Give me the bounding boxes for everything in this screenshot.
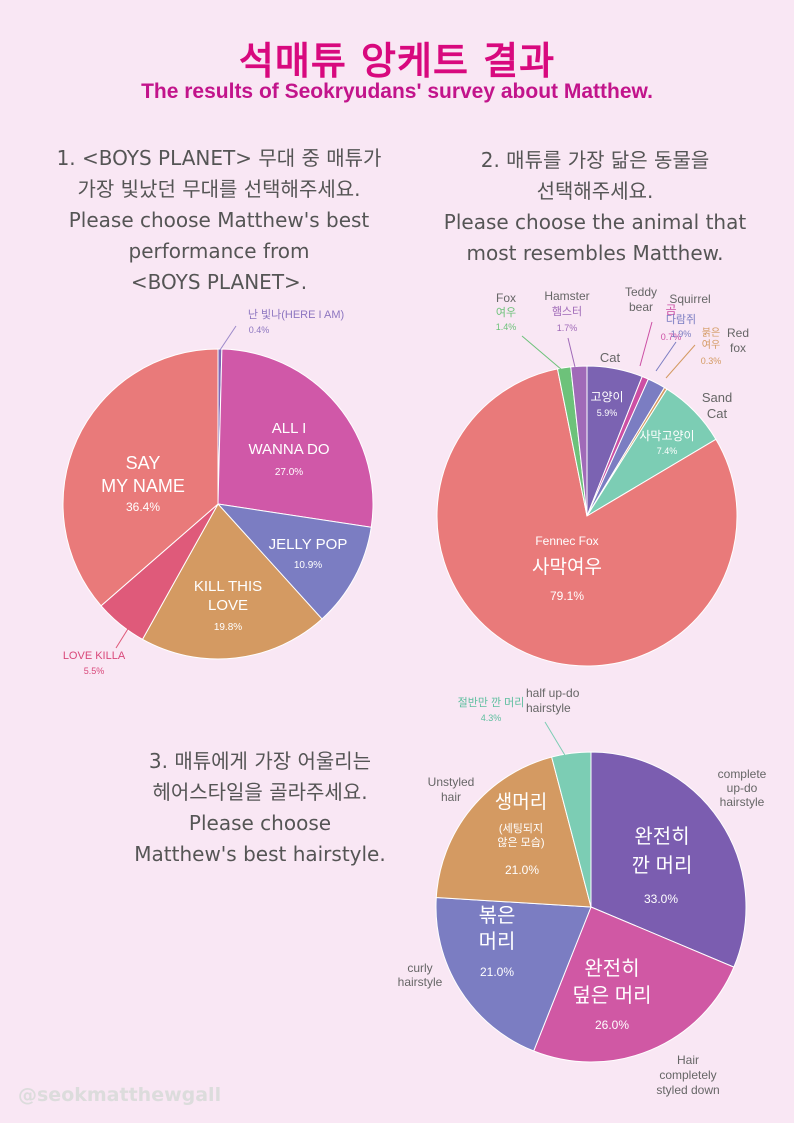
leader-line bbox=[567, 337, 576, 368]
watermark: @seokmatthewgall bbox=[18, 1084, 222, 1106]
leader-line bbox=[521, 335, 563, 371]
hairstyle-pie-chart bbox=[435, 751, 747, 1063]
question-3: 3. 매튜에게 가장 어울리는 헤어스타일을 골라주세요. Please cho… bbox=[95, 746, 425, 870]
hairstyle-pie-slice bbox=[533, 906, 735, 1063]
slice-value-here-i-am: 0.4% bbox=[249, 325, 270, 335]
slice-value-fennec-fox: 79.1% bbox=[550, 589, 584, 603]
slice-label-ko-teddy-bear: 곰 bbox=[665, 303, 676, 317]
slice-label-styled-down: Hair completely styled down bbox=[656, 1053, 719, 1097]
slice-value-hamster: 1.7% bbox=[557, 323, 578, 333]
slice-label-fox: Fox bbox=[496, 291, 516, 305]
slice-value-cat: 5.9% bbox=[597, 408, 618, 418]
slice-label-ko-squirrel: 다람쥐 bbox=[666, 313, 696, 326]
slice-label-love-killa: LOVE KILLA bbox=[63, 650, 126, 662]
slice-value-teddy-bear: 0.7% bbox=[661, 332, 682, 342]
slice-label-unstyled: Unstyled hair bbox=[428, 775, 475, 804]
leader-line bbox=[655, 341, 677, 372]
slice-label-ko-complete-up-do: 완전히 bbox=[634, 825, 689, 848]
slice-label-ko-cat: 고양이 bbox=[590, 390, 623, 404]
slice-value-complete-up-do: 33.0% bbox=[644, 892, 678, 906]
slice-value-styled-down: 26.0% bbox=[595, 1018, 629, 1032]
slice-label-complete-up-do: complete up-do hairstyle bbox=[718, 767, 767, 809]
question-3-line: Matthew's best hairstyle. bbox=[134, 842, 386, 866]
slice-label-squirrel: Squirrel bbox=[669, 292, 710, 306]
question-3-line: 헤어스타일을 골라주세요. bbox=[152, 780, 368, 804]
slice-label-fennec-fox: Fennec Fox bbox=[535, 534, 598, 548]
slice-label-ko-sand-cat: 사막고양이 bbox=[639, 429, 694, 443]
slice-value-curly: 21.0% bbox=[480, 965, 514, 979]
slice-label-ko-hamster: 햄스터 bbox=[552, 305, 582, 318]
slice-label-curly: curly hairstyle bbox=[398, 961, 443, 989]
slice-label-ko-curly: 볶은 머리 bbox=[479, 905, 516, 953]
question-1-line: performance from bbox=[128, 239, 310, 263]
question-2: 2. 매튜를 가장 닮은 동물을 선택해주세요. Please choose t… bbox=[400, 145, 790, 269]
slice-value-squirrel: 1.9% bbox=[671, 329, 692, 339]
slice-label-here-i-am: 난 빛나(HERE I AM) bbox=[248, 308, 344, 321]
slice-label-ko-styled-down: 완전히 덮은 머리 bbox=[572, 957, 651, 1007]
hairstyle-pie-slice bbox=[435, 897, 592, 1052]
slice-value-all-i-wanna-do: 27.0% bbox=[275, 467, 303, 478]
slice-value-unstyled: 21.0% bbox=[505, 863, 539, 877]
slice-label-cat: Cat bbox=[600, 350, 621, 365]
slice-value-say-my-name: 36.4% bbox=[126, 500, 160, 514]
animal-pie-chart bbox=[436, 365, 738, 667]
slice-value-sand-cat: 7.4% bbox=[657, 446, 678, 456]
question-1-line: 1. <BOYS PLANET> 무대 중 매튜가 bbox=[56, 146, 382, 170]
hairstyle-pie-slice bbox=[435, 756, 592, 908]
slice-label-teddy-bear: Teddy bear bbox=[625, 285, 657, 314]
page-title: 석매튜 앙케트 결과 bbox=[238, 39, 556, 83]
slice-value-love-killa: 5.5% bbox=[84, 666, 105, 676]
leader-line bbox=[639, 321, 653, 367]
slice-value-kill-this-love: 19.8% bbox=[214, 622, 242, 633]
page-subtitle: The results of Seokryudans' survey about… bbox=[141, 80, 653, 103]
performance-pie-slice bbox=[217, 348, 374, 528]
slice-label-jelly-pop: JELLY POP bbox=[269, 536, 348, 553]
hairstyle-pie-slice bbox=[551, 751, 592, 908]
question-2-line: Please choose the animal that bbox=[443, 210, 747, 234]
slice-label-kill-this-love: KILL THIS LOVE bbox=[194, 578, 262, 614]
hairstyle-pie-slice bbox=[590, 751, 747, 968]
question-1: 1. <BOYS PLANET> 무대 중 매튜가 가장 빛났던 무대를 선택해… bbox=[14, 143, 424, 298]
slice-label-say-my-name: SAY MY NAME bbox=[101, 453, 185, 496]
question-1-line: 가장 빛났던 무대를 선택해주세요. bbox=[77, 177, 361, 201]
slice-label-ko-unstyled: 생머리 bbox=[495, 791, 547, 813]
slice-label-red-fox: Red fox bbox=[727, 326, 749, 355]
question-2-line: 선택해주세요. bbox=[536, 179, 654, 203]
slice-label-sand-cat: Sand Cat bbox=[702, 390, 732, 421]
slice-label-ko-red-fox: 붉은 여우 bbox=[702, 327, 720, 351]
question-1-line: <BOYS PLANET>. bbox=[130, 270, 308, 294]
slice-value-fox: 1.4% bbox=[496, 322, 517, 332]
animal-pie-slice bbox=[436, 368, 738, 667]
question-1-line: Please choose Matthew's best bbox=[68, 208, 370, 232]
slice-label-ko-fox: 여우 bbox=[496, 306, 516, 319]
slice-label-ko-complete-up-do-line2: 깐 머리 bbox=[632, 854, 693, 877]
question-2-line: 2. 매튜를 가장 닮은 동물을 bbox=[480, 148, 710, 172]
question-3-line: Please choose bbox=[188, 811, 332, 835]
leader-line bbox=[115, 615, 137, 649]
slice-value-jelly-pop: 10.9% bbox=[294, 560, 322, 571]
performance-pie-slice bbox=[216, 503, 372, 620]
slice-note-unstyled: (세팅되지 않은 모습) bbox=[497, 822, 544, 849]
performance-pie-chart bbox=[62, 348, 374, 660]
animal-pie-slice bbox=[570, 365, 588, 517]
slice-label-hamster: Hamster bbox=[544, 289, 589, 303]
question-3-line: 3. 매튜에게 가장 어울리는 bbox=[148, 749, 372, 773]
slice-label-half-up-do: half up-do hairstyle bbox=[526, 686, 580, 715]
performance-pie-slice bbox=[62, 348, 219, 607]
slice-label-ko-fennec-fox: 사막여우 bbox=[532, 556, 602, 578]
slice-value-red-fox: 0.3% bbox=[701, 356, 722, 366]
question-2-line: most resembles Matthew. bbox=[466, 241, 724, 265]
leader-line bbox=[544, 721, 567, 758]
slice-value-half-up-do: 4.3% bbox=[481, 713, 502, 723]
leader-line bbox=[665, 344, 696, 379]
slice-label-ko-half-up-do: 절반만 깐 머리 bbox=[458, 696, 525, 709]
performance-pie-slice bbox=[141, 503, 323, 660]
leader-line bbox=[219, 325, 237, 351]
slice-label-all-i-wanna-do: ALL I WANNA DO bbox=[248, 420, 329, 458]
